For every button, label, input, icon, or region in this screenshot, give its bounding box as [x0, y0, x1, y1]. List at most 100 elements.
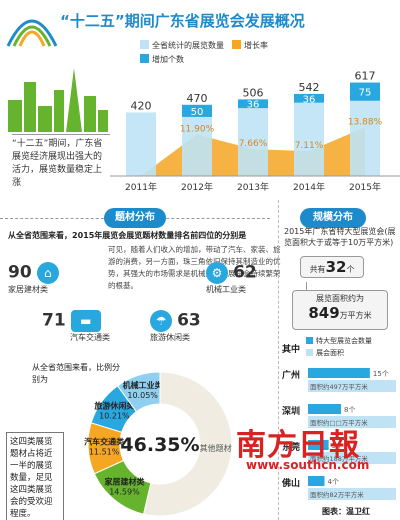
x-tick-label: 2012年 — [181, 181, 213, 193]
city-area-bar — [308, 416, 396, 428]
legend-total: 全省统计的展览数量 — [140, 40, 224, 51]
divider — [278, 200, 279, 520]
slice-value: 10.05% — [127, 391, 158, 400]
total-label: 506 — [243, 86, 264, 99]
increase-bar — [350, 82, 380, 101]
legend-increase: 增加个数 — [140, 54, 184, 65]
increase-label: 50 — [191, 107, 204, 118]
slice-name: 机械工业类 — [123, 380, 163, 390]
increase-label: 75 — [359, 88, 372, 99]
intro-text: “十二五”期间，广东省展览经济展现出强大的活力，展览数量稳定上涨 — [12, 134, 110, 190]
city-label: 佛山 — [282, 477, 300, 489]
credit: 图表：温卫红 — [322, 507, 370, 516]
legend-growth: 增长率 — [232, 40, 268, 51]
scale-area-box: 展览面积约为 849万平方米 — [292, 290, 388, 330]
share-note: 这四类展览题材占将近一半的展览数量，足见这四类展览会的受欢迎程度。 — [6, 432, 64, 520]
category-auto: 71 ▬ 汽车交通类 — [42, 310, 110, 343]
scale-count: 32 — [325, 258, 347, 276]
house-icon: ⌂ — [36, 262, 59, 284]
slice-name: 其他题材 — [200, 443, 232, 453]
slice-name: 旅游休闲类 — [94, 400, 134, 410]
among-label: 其中 — [282, 345, 301, 355]
city-count-label: 4个 — [328, 478, 339, 486]
growth-label: 13.88% — [348, 117, 383, 127]
annual-exhibitions-chart: 4202011年4705011.90%2012年506367.66%2013年5… — [110, 70, 400, 193]
total-bar — [238, 99, 268, 176]
city-count-bar — [308, 440, 329, 450]
legend-swatch — [232, 40, 241, 49]
category-machinery: ⚙ 62 机械工业类 — [206, 262, 257, 295]
total-bar — [294, 93, 324, 176]
total-bar — [126, 112, 156, 176]
city-count-label: 8个 — [344, 406, 355, 414]
slice-value: 14.59% — [109, 487, 140, 496]
legend-city-area: 展会面积 — [306, 348, 344, 358]
x-tick-label: 2015年 — [349, 181, 381, 193]
city-label: 广州 — [282, 369, 300, 381]
theme-subtitle: 从全省范围来看，2015年展览会展览题材数量排名前四位的分别是 — [8, 231, 247, 240]
scale-intro: 2015年广东省特大型展览会(展览面积大于或等于10万平方米) — [284, 227, 396, 247]
connector — [306, 282, 307, 290]
category-count: 90 — [8, 262, 32, 283]
total-label: 470 — [187, 92, 208, 105]
slice-value: 11.51% — [89, 448, 120, 457]
city-area-label: 面积约□□万平方米 — [310, 418, 368, 427]
city-skyline-icon — [8, 68, 108, 132]
slice-value: 10.21% — [99, 411, 130, 420]
legend-swatch — [140, 40, 149, 49]
umbrella-icon: ☂ — [150, 310, 172, 332]
increase-bar — [238, 99, 268, 109]
city-count-bar — [308, 368, 370, 378]
share-intro: 从全省范围来看，比例分别为 — [32, 363, 120, 384]
city-area-label: 面积约82万平方米 — [310, 490, 364, 499]
city-label: 深圳 — [282, 405, 300, 417]
bus-icon: ▬ — [70, 310, 101, 332]
growth-label: 7.11% — [295, 141, 324, 151]
city-count-bar — [308, 476, 325, 486]
category-label: 汽车交通类 — [70, 333, 110, 342]
theme-section-pill: 题材分布 — [104, 208, 166, 228]
city-count-label: 15个 — [373, 370, 389, 378]
total-label: 420 — [131, 99, 152, 112]
increase-label: 36 — [247, 100, 260, 111]
category-label: 家居建材类 — [8, 285, 48, 294]
watermark-url: www.southcn.com — [246, 458, 370, 472]
scale-count-box: 共有32个 — [300, 256, 364, 278]
gear-icon: ⚙ — [206, 262, 228, 284]
category-label: 机械工业类 — [206, 285, 246, 294]
total-label: 617 — [355, 70, 376, 83]
theme-quote: 可见，随着人们收入的增加，带动了汽车、家装、旅游的消费，另一方面，珠三角依旧保持… — [108, 245, 281, 290]
city-label: 东莞 — [282, 441, 300, 453]
category-tourism: ☂ 63 旅游休闲类 — [150, 310, 201, 343]
legend-city-count: 特大型展览会数量 — [306, 336, 372, 346]
increase-bar — [182, 104, 212, 117]
city-area-label: 面积约188万平方米 — [310, 454, 368, 463]
growth-label: 11.90% — [180, 124, 215, 134]
newspaper-watermark: 南方日報 — [236, 428, 360, 463]
city-count-bar — [308, 404, 341, 414]
category-count: 71 — [42, 310, 66, 331]
category-count: 62 — [233, 262, 257, 283]
category-count: 63 — [177, 310, 201, 331]
city-area-bar — [308, 452, 396, 464]
scale-section-pill: 规模分布 — [300, 208, 366, 228]
donut-slice — [143, 371, 233, 517]
x-tick-label: 2013年 — [237, 181, 269, 193]
legend-swatch — [306, 349, 313, 356]
x-tick-label: 2014年 — [293, 181, 325, 193]
city-area-bar — [308, 380, 396, 392]
legend-swatch — [140, 54, 149, 63]
slice-name: 汽车交通类 — [84, 437, 124, 447]
arch-bridge-icon — [6, 19, 58, 47]
category-home: 90 ⌂ 家居建材类 — [8, 262, 59, 295]
city-count-label: 5个 — [332, 442, 343, 450]
legend-swatch — [306, 337, 313, 344]
total-label: 542 — [299, 81, 320, 94]
scale-area: 849 — [308, 304, 340, 322]
category-label: 旅游休闲类 — [150, 333, 190, 342]
increase-label: 36 — [303, 94, 316, 105]
increase-bar — [294, 93, 324, 103]
